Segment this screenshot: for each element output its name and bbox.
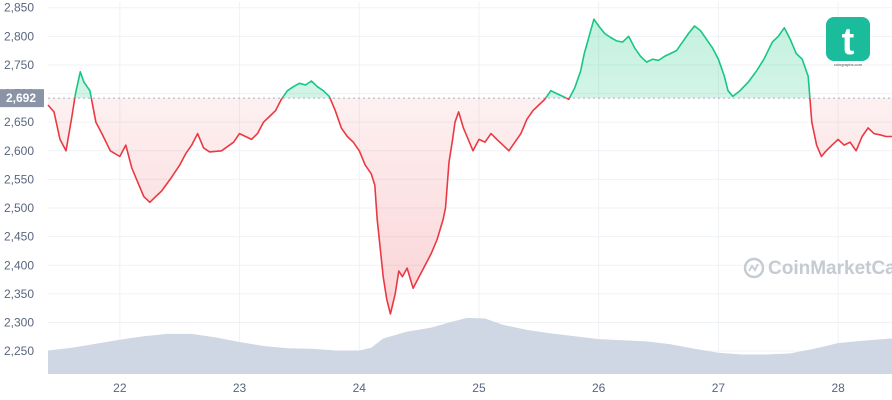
price-fill-below [48,98,892,314]
price-line-above [73,18,811,99]
coinmarketcap-watermark: CoinMarketCap [743,257,892,279]
reference-label: 2,692 [6,91,36,105]
x-tick-label: 23 [233,381,247,395]
x-tick-label: 25 [472,381,486,395]
reference-label-layer: 2,692 [0,89,44,108]
watermark-text: CoinMarketCap [768,258,892,279]
y-tick-label: 2,400 [4,258,34,272]
coingraphs-logo: t coingraphs.com [826,17,870,67]
logo-caption: coingraphs.com [834,62,863,67]
volume-area-layer [48,317,892,374]
y-tick-label: 2,800 [4,29,34,43]
x-tick-label: 27 [712,381,726,395]
y-tick-label: 2,500 [4,201,34,215]
y-tick-label: 2,650 [4,115,34,129]
price-line-below [47,98,892,315]
price-line-layer [47,18,892,315]
logo-glyph: t [842,21,855,63]
price-fill-layer [48,19,892,314]
y-tick-label: 2,300 [4,315,34,329]
y-tick-label: 2,750 [4,58,34,72]
reference-label-badge [0,89,44,108]
x-tick-label: 26 [592,381,606,395]
y-tick-label: 2,450 [4,230,34,244]
logo-badge [826,17,870,61]
coinmarketcap-logo-icon [743,257,765,279]
y-tick-label: 2,850 [4,1,34,15]
y-tick-label: 2,250 [4,344,34,358]
volume-area [48,317,892,374]
x-tick-label: 22 [113,381,127,395]
grid [48,2,892,374]
y-tick-label: 2,550 [4,172,34,186]
x-tick-label: 28 [831,381,845,395]
x-tick-label: 24 [353,381,367,395]
y-tick-label: 2,600 [4,144,34,158]
y-axis: 2,250 2,300 2,350 2,400 2,450 2,500 2,550 2,600… [4,1,34,358]
coinmarketcap-logo-mark [748,263,759,272]
y-tick-label: 2,350 [4,287,34,301]
x-axis: 22 23 24 25 26 27 28 [113,381,845,395]
